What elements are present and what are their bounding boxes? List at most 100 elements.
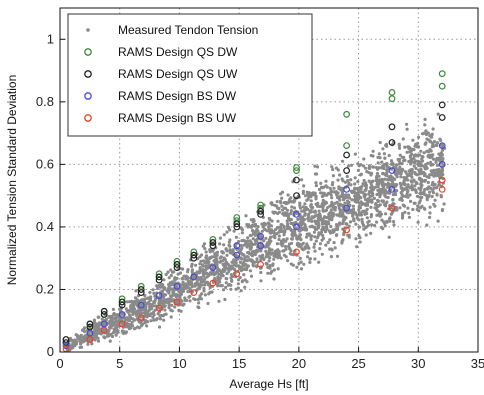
measured-point [190, 285, 194, 289]
measured-point [328, 204, 332, 208]
measured-point [419, 177, 423, 181]
measured-point [254, 232, 258, 236]
measured-point [155, 284, 159, 288]
measured-point [308, 260, 312, 264]
measured-point [239, 243, 243, 248]
measured-point [375, 220, 379, 224]
measured-point [276, 267, 280, 271]
measured-point [228, 228, 232, 232]
measured-point [161, 294, 166, 299]
measured-point [419, 186, 423, 190]
measured-point [308, 257, 312, 261]
measured-point [429, 163, 433, 167]
point-qs-dw [173, 257, 181, 265]
measured-point [349, 208, 353, 212]
measured-point [337, 204, 342, 208]
point-qs-dw [388, 88, 396, 96]
measured-point [198, 268, 202, 272]
measured-point [428, 148, 432, 153]
measured-point [349, 178, 353, 182]
legend-marker-bs-dw [84, 92, 92, 100]
measured-point [423, 178, 427, 182]
measured-point [391, 197, 395, 202]
measured-point [313, 192, 317, 197]
measured-point [295, 236, 299, 240]
measured-point [367, 179, 371, 183]
measured-point [245, 245, 249, 249]
measured-point [331, 230, 335, 234]
measured-point [273, 251, 277, 255]
measured-point [279, 192, 283, 196]
measured-point [387, 217, 392, 221]
measured-point [419, 196, 423, 200]
measured-point [353, 199, 357, 203]
point-qs-uw [100, 307, 108, 315]
measured-point [298, 203, 302, 207]
measured-point [241, 238, 245, 242]
measured-point [158, 325, 162, 329]
measured-point [360, 185, 364, 189]
point-qs-uw [155, 276, 163, 284]
measured-point [130, 320, 134, 324]
measured-point [146, 296, 150, 300]
measured-point [387, 235, 391, 239]
measured-point [198, 282, 202, 286]
measured-point [386, 165, 390, 169]
measured-point [273, 234, 277, 238]
measured-point [313, 249, 317, 253]
measured-point [169, 294, 173, 298]
measured-point [317, 213, 321, 217]
point-qs-uw [438, 114, 446, 121]
measured-point [173, 305, 177, 309]
measured-point [272, 268, 276, 272]
measured-point [313, 164, 317, 168]
measured-point [215, 251, 219, 255]
measured-point [408, 159, 413, 163]
measured-point [79, 342, 83, 346]
measured-point [321, 219, 325, 223]
measured-point [375, 176, 379, 180]
measured-point [402, 159, 406, 163]
measured-point [290, 231, 294, 236]
measured-point [221, 262, 225, 266]
legend-marker-measured [86, 28, 90, 32]
point-bs-dw [86, 329, 94, 337]
measured-point [428, 134, 432, 138]
measured-point [439, 193, 443, 198]
measured-point [397, 162, 401, 166]
measured-point [367, 170, 371, 175]
measured-point [363, 195, 367, 199]
measured-point [412, 161, 417, 165]
measured-point [228, 249, 232, 253]
measured-point [353, 182, 357, 186]
measured-point [110, 320, 114, 324]
measured-point [307, 195, 311, 199]
point-qs-uw [62, 339, 70, 347]
measured-point [371, 165, 375, 169]
measured-point [188, 282, 192, 286]
measured-point [423, 123, 427, 127]
measured-point [203, 283, 207, 287]
measured-point [242, 273, 246, 277]
measured-point [348, 196, 352, 200]
measured-point [269, 271, 273, 275]
measured-point [268, 264, 272, 268]
measured-point [408, 193, 412, 197]
measured-point [401, 203, 405, 207]
point-bs-dw [118, 311, 126, 318]
measured-point [439, 155, 443, 159]
measured-point [435, 186, 439, 190]
measured-point [324, 230, 328, 234]
measured-point [225, 253, 229, 257]
measured-point [371, 154, 375, 158]
measured-point [419, 180, 423, 184]
point-qs-uw [137, 286, 145, 293]
measured-point [96, 339, 101, 343]
measured-point [429, 160, 433, 164]
measured-point [363, 183, 367, 188]
measured-point [305, 227, 309, 231]
measured-point [249, 253, 253, 257]
measured-point [196, 305, 200, 309]
measured-point [374, 202, 378, 206]
